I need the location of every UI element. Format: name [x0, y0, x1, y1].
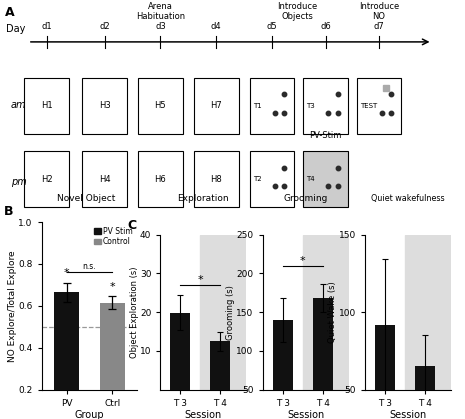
Text: Introduce
NO: Introduce NO	[359, 2, 399, 21]
FancyBboxPatch shape	[250, 151, 294, 207]
FancyBboxPatch shape	[138, 78, 183, 134]
Text: Grooming: Grooming	[283, 194, 328, 203]
Text: A: A	[5, 6, 14, 19]
Text: d1: d1	[41, 23, 52, 31]
Text: H5: H5	[154, 101, 166, 110]
Y-axis label: NO Explore/Total Explore: NO Explore/Total Explore	[8, 250, 17, 362]
Bar	[415, 366, 435, 419]
Bar	[375, 325, 395, 419]
FancyBboxPatch shape	[82, 151, 127, 207]
Text: H4: H4	[99, 175, 111, 184]
Text: H1: H1	[41, 101, 52, 110]
Text: n.s.: n.s.	[83, 262, 96, 272]
Text: d3: d3	[155, 23, 166, 31]
Y-axis label: Grooming (s): Grooming (s)	[226, 285, 235, 339]
Text: am: am	[11, 100, 27, 110]
Text: Arena
Habituation: Arena Habituation	[136, 2, 185, 21]
Text: B: B	[4, 205, 13, 218]
Bar	[171, 313, 191, 390]
Text: Novel Object: Novel Object	[57, 194, 115, 203]
Text: T3: T3	[306, 103, 315, 109]
Text: C: C	[128, 219, 137, 232]
Text: Quiet wakefulness: Quiet wakefulness	[371, 194, 445, 203]
Bar	[54, 292, 80, 419]
Text: d7: d7	[373, 23, 385, 31]
Text: *: *	[109, 282, 115, 292]
FancyBboxPatch shape	[82, 78, 127, 134]
FancyBboxPatch shape	[303, 78, 348, 134]
FancyBboxPatch shape	[194, 78, 239, 134]
Text: H8: H8	[210, 175, 222, 184]
Text: T4: T4	[306, 176, 315, 182]
Text: T1: T1	[253, 103, 262, 109]
X-axis label: Session: Session	[287, 411, 325, 419]
Bar	[100, 303, 125, 419]
X-axis label: Session: Session	[185, 411, 222, 419]
Text: d2: d2	[100, 23, 110, 31]
Bar	[211, 341, 231, 390]
Text: d6: d6	[320, 23, 331, 31]
FancyBboxPatch shape	[138, 151, 183, 207]
Text: *: *	[64, 268, 70, 278]
Text: H7: H7	[210, 101, 222, 110]
Text: *: *	[300, 256, 306, 266]
Text: Introduce
Objects: Introduce Objects	[278, 2, 318, 21]
Text: pm: pm	[11, 177, 27, 187]
Bar	[200, 235, 246, 390]
Legend: PV Stim, Control: PV Stim, Control	[93, 226, 133, 247]
Text: H3: H3	[99, 101, 111, 110]
Text: Exploration: Exploration	[177, 194, 229, 203]
Bar	[405, 235, 451, 390]
Text: H6: H6	[154, 175, 166, 184]
FancyBboxPatch shape	[24, 78, 69, 134]
Y-axis label: Quiet Wake (s): Quiet Wake (s)	[328, 281, 338, 343]
Text: *: *	[198, 275, 203, 285]
Text: d4: d4	[211, 23, 221, 31]
FancyBboxPatch shape	[194, 151, 239, 207]
X-axis label: Session: Session	[389, 411, 427, 419]
Bar	[303, 235, 349, 390]
Bar	[313, 298, 333, 419]
Text: PV-Stim: PV-Stim	[309, 132, 342, 140]
Text: H2: H2	[41, 175, 52, 184]
FancyBboxPatch shape	[250, 78, 294, 134]
FancyBboxPatch shape	[24, 151, 69, 207]
Text: T2: T2	[253, 176, 262, 182]
Y-axis label: Object Exploration (s): Object Exploration (s)	[130, 266, 139, 358]
Text: Day: Day	[6, 23, 26, 34]
Text: TEST: TEST	[360, 103, 377, 109]
Text: d5: d5	[267, 23, 277, 31]
X-axis label: Group: Group	[75, 411, 104, 419]
FancyBboxPatch shape	[357, 78, 401, 134]
Bar	[273, 320, 293, 419]
FancyBboxPatch shape	[303, 151, 348, 207]
